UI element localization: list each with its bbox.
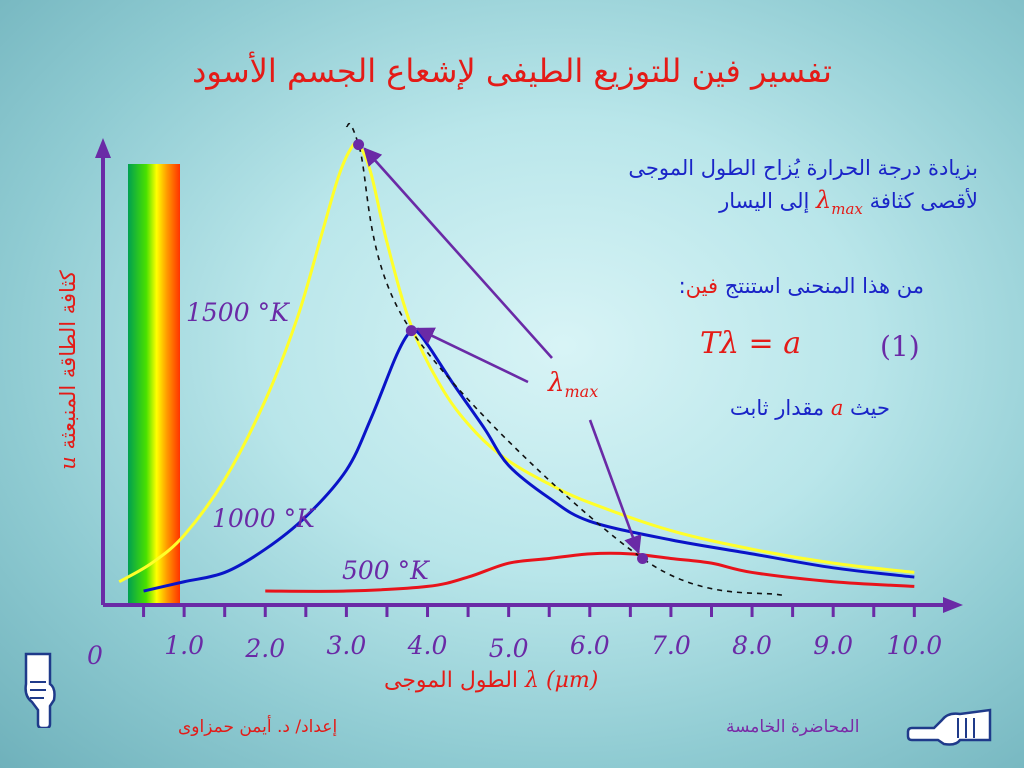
- footer-lecture: المحاضرة الخامسة: [726, 717, 860, 737]
- note-line-2-b: إلى اليسار: [719, 189, 810, 213]
- arrow-to-1000K-peak: [415, 327, 529, 384]
- x-tick-label: 7.0: [651, 631, 691, 660]
- y-axis-label: u كثافة الطاقة المنبعثة: [56, 240, 80, 500]
- note-lambda: λmax: [816, 186, 863, 218]
- peak-point-1: [405, 325, 417, 337]
- note-conclusion: من هذا المنحنى استنتج فين:: [679, 270, 924, 302]
- peak-point-2: [637, 553, 649, 564]
- note-constant: حيث a مقدار ثابت: [730, 392, 890, 424]
- arrow-to-1500K-peak: [363, 147, 553, 359]
- x-tick-label: 6.0: [570, 631, 610, 660]
- x-tick-label: 3.0: [327, 631, 367, 660]
- pointing-hand-left-icon[interactable]: [904, 704, 994, 748]
- y-axis-symbol: u: [56, 456, 80, 470]
- conclusion-a: من هذا المنحنى استنتج: [724, 274, 924, 298]
- lambda-max-label: λmax: [548, 368, 598, 401]
- x-tick-label: 1.0: [164, 631, 204, 660]
- constant-a: حيث: [850, 396, 890, 420]
- note-line-2: لأقصى كثافة λmax إلى اليسار: [628, 184, 978, 225]
- note-lambda-sub: max: [831, 199, 863, 218]
- x-tick-label: 8.0: [732, 631, 772, 660]
- series-line-1500K: [118, 141, 915, 584]
- note-line-1: بزيادة درجة الحرارة يُزاح الطول الموجى: [628, 156, 978, 180]
- origin-label: 0: [87, 641, 103, 670]
- y-axis-arrowhead: [95, 138, 111, 158]
- slide-title: تفسير فين للتوزيع الطيفى لإشعاع الجسم ال…: [192, 52, 832, 90]
- temp-label-1000: 1000 °K: [212, 504, 315, 533]
- series-line-500K: [265, 551, 915, 593]
- peak-point-0: [353, 139, 365, 151]
- temp-label-500: 500 °K: [342, 556, 429, 585]
- conclusion-wien: فين: [685, 274, 719, 298]
- arrow-to-500K-peak: [588, 419, 642, 555]
- wien-equation: Tλ = a: [700, 326, 802, 361]
- series-line-1000K: [143, 328, 915, 593]
- note-line-2-a: لأقصى كثافة: [869, 189, 978, 213]
- x-axis-arrowhead: [943, 597, 963, 613]
- note-lambda-symbol: λ: [816, 186, 832, 214]
- lambda-symbol: λ: [548, 368, 565, 398]
- constant-symbol: a: [830, 396, 844, 420]
- x-axis-label: الطول الموجى λ (μm): [384, 668, 598, 693]
- x-tick-label: 10.0: [886, 631, 942, 660]
- pointing-hand-down-icon[interactable]: [18, 650, 58, 728]
- lambda-sub: max: [564, 382, 599, 402]
- constant-c: مقدار ثابت: [729, 396, 825, 420]
- peak-locus-dashed-line: [345, 122, 785, 597]
- temp-label-1500: 1500 °K: [186, 298, 289, 327]
- note-shift: بزيادة درجة الحرارة يُزاح الطول الموجى ل…: [628, 152, 978, 225]
- y-axis-text: كثافة الطاقة المنبعثة: [56, 270, 80, 450]
- x-tick-label: 9.0: [813, 631, 853, 660]
- x-axis-text: الطول الموجى: [384, 668, 519, 693]
- x-axis-symbol: λ (μm): [525, 668, 599, 693]
- x-tick-label: 5.0: [489, 634, 529, 663]
- equation-number: (1): [880, 330, 920, 363]
- x-tick-label: 4.0: [407, 631, 448, 660]
- x-tick-label: 2.0: [244, 634, 285, 663]
- visible-spectrum-band: [128, 164, 180, 604]
- conclusion-colon: :: [678, 274, 686, 298]
- footer-author: إعداد/ د. أيمن حمزاوى: [178, 717, 338, 737]
